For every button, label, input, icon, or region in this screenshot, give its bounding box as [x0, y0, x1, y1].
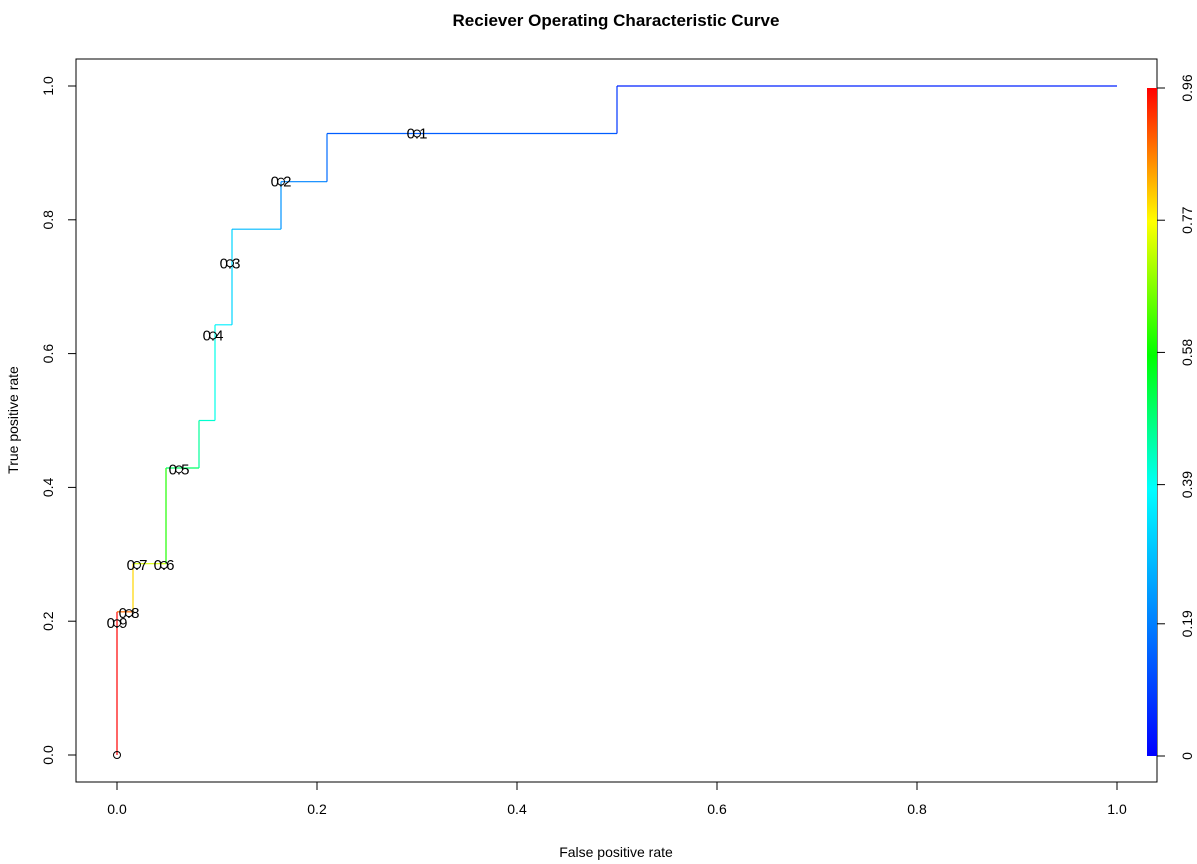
y-tick-label: 0.6 [40, 344, 56, 364]
colorbar-tick-label: 0.19 [1179, 610, 1195, 637]
cutoff-label: 0.6 [154, 557, 175, 574]
cutoff-label: 0.3 [220, 255, 241, 272]
cutoff-point [209, 331, 217, 340]
cutoff-label: 0.1 [407, 125, 428, 142]
colorbar-tick-label: 0 [1179, 752, 1195, 760]
y-tick-label: 0.4 [40, 477, 56, 497]
colorbar-tick-label: 0.58 [1179, 339, 1195, 366]
x-tick-label: 0.8 [907, 801, 927, 817]
cutoff-point [413, 129, 421, 138]
cutoff-label: 0.4 [203, 328, 224, 345]
y-tick-label: 0.8 [40, 210, 56, 230]
chart-title: Reciever Operating Characteristic Curve [453, 11, 780, 30]
y-tick-label: 0.2 [40, 611, 56, 631]
cutoff-point [133, 561, 141, 570]
cutoff-point [160, 561, 168, 570]
cutoff-label: 0.2 [271, 174, 292, 191]
colorbar-axis: 0 0.19 0.39 0.58 0.77 0.96 [1157, 74, 1195, 760]
colorbar-tick-label: 0.39 [1179, 471, 1195, 498]
x-tick-label: 0.2 [307, 801, 327, 817]
cutoff-label: 0.5 [169, 461, 190, 478]
roc-curve [113, 85, 1117, 759]
cutoff-labels: 0.90.8 0.7 0.6 0.5 0.4 0.3 0.2 0.1 [107, 125, 428, 632]
x-axis-label: False positive rate [559, 844, 673, 860]
cutoff-point [277, 177, 285, 186]
x-tick-label: 0.6 [707, 801, 727, 817]
x-axis: 0.0 0.2 0.4 0.6 0.8 1.0 [107, 782, 1127, 817]
x-tick-label: 0.4 [507, 801, 527, 817]
x-tick-label: 1.0 [1107, 801, 1127, 817]
cutoff-label: 0.8 [119, 605, 140, 622]
cutoff-point [113, 619, 121, 628]
cutoff-point [125, 609, 133, 618]
y-axis-label: True positive rate [5, 366, 21, 474]
y-tick-label: 0.0 [40, 745, 56, 765]
origin-point [113, 751, 121, 759]
y-tick-label: 1.0 [40, 76, 56, 96]
y-axis: 0.0 0.2 0.4 0.6 0.8 1.0 [40, 76, 76, 765]
plot-frame [75, 58, 1158, 783]
cutoff-label: 0.9 [107, 615, 128, 632]
cutoff-point [175, 465, 183, 474]
colorbar-tick-label: 0.77 [1179, 206, 1195, 233]
cutoff-point [226, 259, 234, 268]
cutoff-label: 0.7 [127, 557, 148, 574]
colorbar-tick-label: 0.96 [1179, 74, 1195, 101]
colorbar [1147, 88, 1157, 756]
x-tick-label: 0.0 [107, 801, 127, 817]
